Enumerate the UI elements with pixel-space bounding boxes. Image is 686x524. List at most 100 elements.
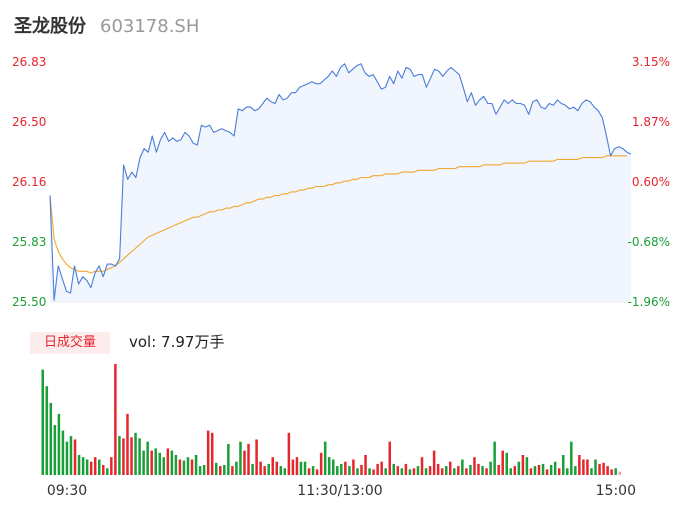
volume-tab[interactable]: 日成交量 [30,332,110,354]
price-lines [49,63,632,301]
stock-header: 圣龙股份 603178.SH [14,12,199,40]
volume-bar [186,457,190,475]
price-tick-label: 26.83 [12,55,46,69]
time-tick-label: 11:30/13:00 [297,483,382,499]
volume-bar [440,468,444,475]
volume-bar [295,457,299,475]
volume-bar [259,461,262,475]
volume-bar [81,457,85,475]
volume-bar [352,459,355,475]
volume-bar [110,457,113,475]
volume-bar [473,457,476,475]
percent-tick-label: -0.68% [628,235,670,249]
price-tick-label: 25.83 [12,235,46,249]
volume-bar [590,468,593,475]
volume-bar [166,448,170,475]
volume-bar [368,468,371,475]
volume-bar [138,438,141,475]
volume-bar [118,436,121,475]
volume-bar [521,455,525,475]
time-axis: 09:30 11:30/13:00 15:00 [47,483,636,499]
volume-bar [45,386,49,475]
volume-bar [376,463,379,475]
volume-bar [287,432,291,475]
volume-bar [517,461,521,475]
volume-bar [533,466,537,475]
percent-tick-label: 1.87% [632,115,670,129]
volume-bar [275,461,279,475]
volume-bar [525,457,529,475]
volume-bar [263,466,266,475]
volume-bar [481,466,484,475]
volume-bar [307,468,311,475]
volume-bar [89,461,93,475]
volume-bar [219,466,222,475]
volume-bar [174,455,178,475]
volume-bar [214,462,218,475]
volume-bar [509,468,513,475]
volume-bars [41,364,621,476]
volume-bar [557,468,561,475]
volume-bar [424,468,428,475]
volume-bar [549,465,553,475]
volume-bar [340,463,343,475]
volume-bar [392,463,396,475]
volume-bar [85,459,89,475]
volume-readout: vol: 7.97万手 [129,333,225,351]
volume-bar [505,452,508,475]
volume-bar [566,468,569,475]
volume-bar [428,466,432,475]
volume-bar [594,459,597,475]
volume-bar [465,468,468,475]
volume-bar [142,450,145,475]
volume-bar [449,461,452,475]
volume-bar [279,466,283,475]
price-axis-left: 26.83 26.50 26.16 25.83 25.50 [12,55,46,309]
volume-bar [162,457,166,475]
volume-bar [489,461,492,475]
volume-bar [570,441,573,475]
volume-bar [69,436,73,475]
volume-bar [283,468,287,475]
volume-bar [545,469,549,475]
volume-bar [202,465,206,475]
time-tick-label: 15:00 [596,483,636,499]
volume-bar [610,469,613,475]
volume-bar [396,466,400,475]
volume-bar [73,439,77,475]
price-tick-label: 26.16 [12,175,46,189]
volume-bar [469,465,472,475]
volume-bar [291,459,295,475]
percent-axis-right: 3.15% 1.87% 0.60% -0.68% -1.96% [628,55,670,309]
volume-bar [485,468,488,475]
volume-bar [364,455,367,475]
volume-bar [453,468,456,475]
volume-bar [436,463,440,475]
volume-bar [529,468,533,475]
volume-bar [356,468,359,475]
volume-bar [267,463,270,475]
volume-bar [303,461,307,475]
volume-bar [537,465,541,475]
stock-name: 圣龙股份 [14,16,86,37]
volume-bar [53,425,57,476]
volume-bar [41,369,44,475]
volume-bar [602,462,605,475]
volume-bar [477,463,480,475]
volume-bar [190,459,194,475]
stock-code: 603178.SH [100,16,200,37]
volume-bar [461,459,464,475]
volume-bar [170,450,174,475]
volume-bar [319,452,323,475]
volume-bar [251,463,254,475]
volume-bar [578,455,581,475]
volume-bar [210,432,214,475]
volume-bar [154,448,157,475]
volume-bar [404,463,408,475]
volume-bar [372,469,375,475]
volume-bar [106,468,109,475]
volume-bar [194,455,198,475]
volume-bar [388,441,391,475]
volume-bar [432,450,436,475]
